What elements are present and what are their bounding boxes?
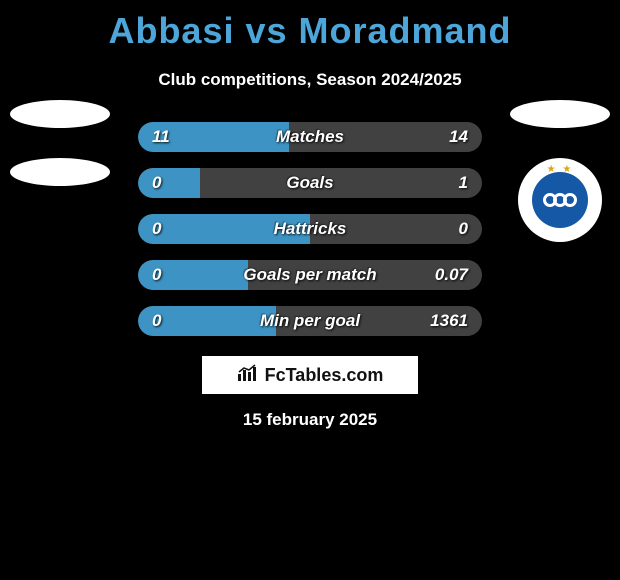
stat-value-right: 1361 [430, 311, 468, 331]
crest-inner-icon [532, 172, 588, 228]
stat-row: 0Goals per match0.07 [138, 260, 482, 290]
stat-value-left: 0 [152, 265, 161, 285]
stat-label: Matches [138, 127, 482, 147]
club-left-placeholder-2 [10, 158, 110, 186]
stat-value-left: 0 [152, 173, 161, 193]
stat-value-right: 14 [449, 127, 468, 147]
stat-label: Goals per match [138, 265, 482, 285]
stat-value-left: 11 [152, 127, 170, 147]
page-title: Abbasi vs Moradmand [0, 0, 620, 52]
club-left-placeholder-1 [10, 100, 110, 128]
club-right-logo-area: ★ ★ [510, 100, 610, 242]
club-right-placeholder-1 [510, 100, 610, 128]
brand-watermark: FcTables.com [202, 356, 418, 394]
brand-chart-icon [237, 364, 259, 387]
stats-container: 11Matches140Goals10Hattricks00Goals per … [138, 122, 482, 352]
stat-value-right: 1 [459, 173, 468, 193]
stat-label: Hattricks [138, 219, 482, 239]
stat-label: Goals [138, 173, 482, 193]
stat-value-left: 0 [152, 219, 161, 239]
stat-value-left: 0 [152, 311, 161, 331]
club-left-logo-area [10, 100, 110, 186]
stat-row: 0Hattricks0 [138, 214, 482, 244]
stat-value-right: 0.07 [435, 265, 468, 285]
brand-text: FcTables.com [265, 365, 384, 386]
stat-row: 11Matches14 [138, 122, 482, 152]
stat-row: 0Goals1 [138, 168, 482, 198]
stat-value-right: 0 [459, 219, 468, 239]
comparison-date: 15 february 2025 [0, 410, 620, 430]
club-right-crest: ★ ★ [518, 158, 602, 242]
subtitle: Club competitions, Season 2024/2025 [0, 70, 620, 90]
stat-row: 0Min per goal1361 [138, 306, 482, 336]
